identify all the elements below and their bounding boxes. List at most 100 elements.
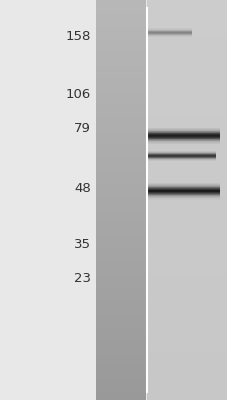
Bar <box>146 60 227 62</box>
Bar <box>95 270 145 272</box>
Bar <box>147 198 219 199</box>
Bar <box>146 26 227 28</box>
Bar <box>95 234 145 236</box>
Bar <box>146 82 227 84</box>
Bar <box>146 308 227 310</box>
Bar <box>146 56 227 58</box>
Bar <box>146 246 227 248</box>
Bar <box>146 182 227 184</box>
Bar <box>95 326 145 328</box>
Bar <box>147 128 219 129</box>
Bar <box>95 184 145 186</box>
Bar <box>146 164 227 166</box>
Bar <box>146 304 227 306</box>
Bar <box>95 178 145 180</box>
Bar <box>146 238 227 240</box>
Bar <box>95 238 145 240</box>
Bar <box>146 388 227 390</box>
Bar <box>146 348 227 350</box>
Bar <box>146 254 227 256</box>
Bar <box>146 92 227 94</box>
Bar <box>95 374 145 376</box>
Bar <box>147 188 219 189</box>
Bar <box>146 200 227 202</box>
Bar <box>146 14 227 16</box>
Bar <box>95 382 145 384</box>
Bar <box>95 6 145 8</box>
Bar <box>95 192 145 194</box>
Bar <box>95 144 145 146</box>
Bar <box>95 216 145 218</box>
Bar <box>95 300 145 302</box>
Bar <box>95 250 145 252</box>
Bar <box>95 4 145 6</box>
Bar <box>146 72 227 74</box>
Bar <box>95 162 145 164</box>
Bar <box>95 226 145 228</box>
Bar <box>95 26 145 28</box>
Bar <box>146 236 227 238</box>
Bar <box>146 170 227 172</box>
Bar <box>95 66 145 68</box>
Bar <box>95 290 145 292</box>
Bar <box>146 8 227 10</box>
Bar <box>95 256 145 258</box>
Bar <box>147 189 219 190</box>
Bar <box>146 106 227 108</box>
Bar <box>146 188 227 190</box>
Bar <box>146 356 227 358</box>
Bar <box>95 126 145 128</box>
Bar <box>95 380 145 382</box>
Bar <box>146 362 227 364</box>
Bar <box>95 396 145 398</box>
Bar <box>146 266 227 268</box>
Bar <box>146 286 227 288</box>
Bar <box>95 74 145 76</box>
Bar <box>146 90 227 92</box>
Bar <box>146 380 227 382</box>
Bar <box>146 142 227 144</box>
Bar <box>95 286 145 288</box>
Bar <box>146 290 227 292</box>
Bar <box>147 141 219 142</box>
Bar <box>95 318 145 320</box>
Bar <box>95 278 145 280</box>
Bar <box>146 0 227 2</box>
Bar <box>95 260 145 262</box>
Bar <box>146 344 227 346</box>
Bar <box>95 240 145 242</box>
Bar <box>146 352 227 354</box>
Bar <box>95 222 145 224</box>
Text: 48: 48 <box>74 182 91 194</box>
Bar <box>146 382 227 384</box>
Text: 79: 79 <box>74 122 91 134</box>
Bar <box>95 78 145 80</box>
Bar <box>146 40 227 42</box>
Bar <box>146 202 227 204</box>
Bar <box>95 166 145 168</box>
Bar <box>95 180 145 182</box>
Bar <box>146 196 227 198</box>
Bar <box>95 146 145 148</box>
Bar <box>95 130 145 132</box>
Bar <box>95 44 145 46</box>
Bar <box>146 334 227 336</box>
Bar <box>147 133 219 134</box>
Bar <box>95 30 145 32</box>
Bar <box>95 316 145 318</box>
Bar <box>146 264 227 266</box>
Bar <box>146 328 227 330</box>
Bar <box>95 172 145 174</box>
Bar <box>95 116 145 118</box>
Bar <box>146 310 227 312</box>
Bar <box>146 226 227 228</box>
Bar <box>146 154 227 156</box>
Bar <box>146 28 227 30</box>
Bar <box>146 354 227 356</box>
Bar <box>95 288 145 290</box>
Bar <box>146 224 227 226</box>
Bar <box>146 140 227 142</box>
Bar <box>95 200 145 202</box>
Bar <box>146 86 227 88</box>
Bar <box>146 288 227 290</box>
